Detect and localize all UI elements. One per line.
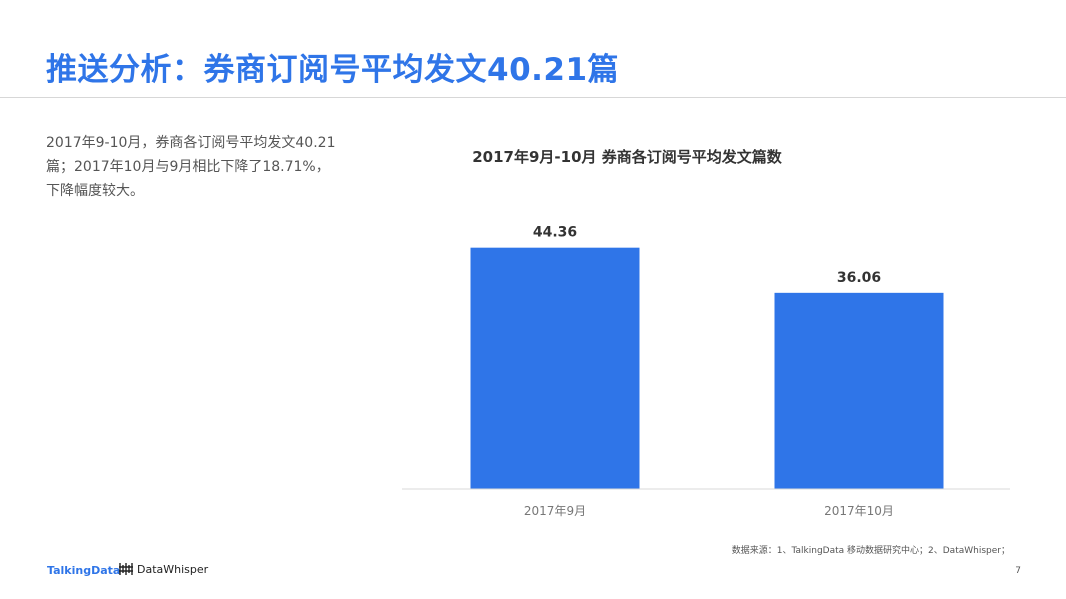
description-text: 2017年9-10月，券商各订阅号平均发文40.21 篇；2017年10月与9月… xyxy=(46,131,366,203)
category-label-1: 2017年9月 xyxy=(524,504,586,518)
datawhisper-mark-icon xyxy=(119,563,133,575)
description-line-1: 2017年9-10月，券商各订阅号平均发文40.21 xyxy=(46,135,336,151)
datawhisper-logo-text: DataWhisper xyxy=(137,562,209,576)
bar-1 xyxy=(470,247,640,489)
bar-chart: 2017年9月-10月 券商各订阅号平均发文篇数 44.36 2017年9月 36.… xyxy=(402,148,1010,518)
page-number: 7 xyxy=(1015,566,1021,576)
data-source-note: 数据来源：1、TalkingData 移动数据研究中心；2、DataWhispe… xyxy=(731,546,1010,556)
bar-value-label-1: 44.36 xyxy=(533,225,577,241)
datawhisper-logo: DataWhisper xyxy=(118,562,208,576)
bar-2 xyxy=(774,292,944,489)
description-line-2: 篇；2017年10月与9月相比下降了18.71%， xyxy=(46,159,330,175)
header-divider xyxy=(0,97,1066,98)
talkingdata-logo: TalkingData xyxy=(47,564,121,577)
description-line-3: 下降幅度较大。 xyxy=(46,183,144,199)
chart-title: 2017年9月-10月 券商各订阅号平均发文篇数 xyxy=(472,148,783,166)
bar-value-label-2: 36.06 xyxy=(837,270,881,286)
page-title: 推送分析：券商订阅号平均发文40.21篇 xyxy=(46,52,620,88)
category-label-2: 2017年10月 xyxy=(824,504,894,518)
